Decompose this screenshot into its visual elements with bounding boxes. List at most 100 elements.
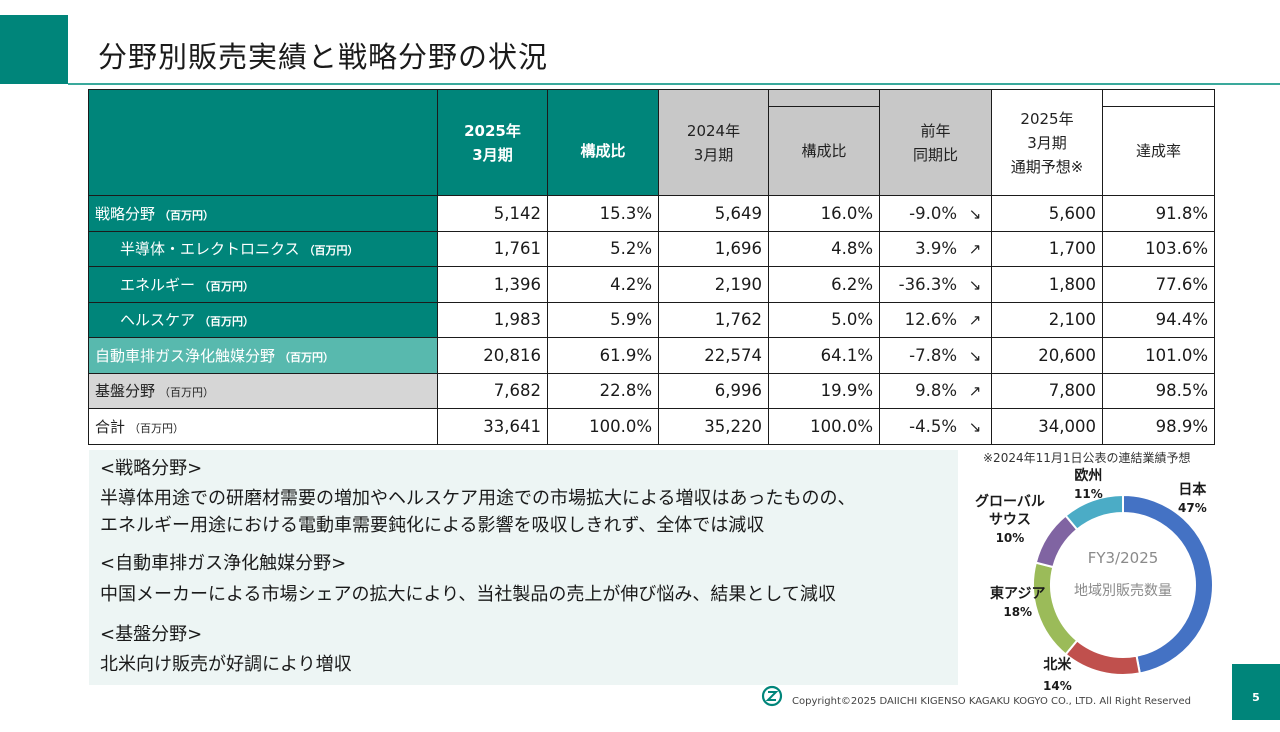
cell-achievement: 91.8% xyxy=(1102,195,1215,232)
row-unit: （百万円） xyxy=(159,386,215,400)
header-forecast-text: 2025年 3月期 通期予想※ xyxy=(1010,109,1084,176)
header-forecast: 2025年 3月期 通期予想※ xyxy=(991,89,1103,196)
donut-label-gs-line2: サウス xyxy=(988,512,1031,528)
table-row-base: 基盤分野 （百万円） 7,682 22.8% 6,996 19.9% 9.8% ↗ 7,800 9… xyxy=(88,372,1215,409)
row-label-text: 基盤分野 xyxy=(95,382,156,401)
row-label-text: エネルギー xyxy=(120,275,196,294)
cell-yoy: -4.5% ↘ xyxy=(879,408,992,445)
comment-strategic-line2: エネルギー用途における電動車需要鈍化による影響を吸収しきれず、全体では減収 xyxy=(100,515,765,536)
trend-up-icon: ↗ xyxy=(968,382,982,401)
row-label-text: 合計 xyxy=(95,417,126,436)
row-label-text: ヘルスケア xyxy=(120,311,196,330)
cell-yoy-value: -9.0% xyxy=(909,203,957,223)
cell-ratio2025: 15.3% xyxy=(547,195,659,232)
cell-yoy: -7.8% ↘ xyxy=(879,337,992,374)
row-unit: （百万円） xyxy=(303,244,359,258)
trend-up-icon: ↗ xyxy=(968,311,982,330)
cell-achievement: 98.5% xyxy=(1102,372,1215,409)
cell-achievement: 98.9% xyxy=(1102,408,1215,445)
page-number: 5 xyxy=(1232,664,1280,720)
cell-ratio2025: 5.2% xyxy=(547,230,659,267)
cell-ratio2025: 22.8% xyxy=(547,372,659,409)
forecast-note: ※2024年11月1日公表の連結業績予想 xyxy=(983,451,1191,465)
cell-fy2025: 33,641 xyxy=(437,408,548,445)
page-title: 分野別販売実績と戦略分野の状況 xyxy=(98,40,549,74)
row-unit: （百万円） xyxy=(279,350,335,364)
cell-forecast: 1,800 xyxy=(991,266,1103,303)
cell-yoy: 3.9% ↗ xyxy=(879,230,992,267)
header-yoy: 前年 同期比 xyxy=(879,89,992,196)
row-label: エネルギー （百万円） xyxy=(88,266,438,303)
cell-forecast: 1,700 xyxy=(991,230,1103,267)
cell-yoy: 9.8% ↗ xyxy=(879,372,992,409)
comment-heading-base: <基盤分野> xyxy=(100,624,203,645)
cell-fy2024: 6,996 xyxy=(658,372,769,409)
row-label-text: 戦略分野 xyxy=(95,204,156,223)
row-label: 半導体・エレクトロニクス （百万円） xyxy=(88,230,438,267)
table-row-energy: エネルギー （百万円） 1,396 4.2% 2,190 6.2% -36.3% ↘ 1,800… xyxy=(88,266,1215,303)
header-fy2025-text: 2025年 3月期 xyxy=(464,121,521,164)
cell-ratio2024: 100.0% xyxy=(768,408,880,445)
row-label: 戦略分野 （百万円） xyxy=(88,195,438,232)
header-yoy-text: 前年 同期比 xyxy=(912,121,958,164)
trend-down-icon: ↘ xyxy=(968,346,982,365)
donut-label-japan: 日本 47% xyxy=(1178,481,1207,517)
cell-yoy-value: -7.8% xyxy=(909,345,957,365)
row-unit: （百万円） xyxy=(199,315,255,329)
donut-label-globalsouth: グローバル サウス 10% xyxy=(975,493,1045,547)
copyright-text: Copyright©2025 DAIICHI KIGENSO KAGAKU KO… xyxy=(792,696,1191,707)
title-underline xyxy=(68,83,1280,85)
cell-achievement: 77.6% xyxy=(1102,266,1215,303)
header-blank xyxy=(88,89,438,196)
row-label: 合計 （百万円） xyxy=(88,408,438,445)
header-fy2025: 2025年 3月期 xyxy=(437,89,548,196)
cell-yoy-value: 3.9% xyxy=(915,239,957,259)
cell-ratio2025: 4.2% xyxy=(547,266,659,303)
cell-fy2024: 1,696 xyxy=(658,230,769,267)
donut-label-gs-line1: グローバル xyxy=(975,494,1045,510)
cell-ratio2024: 64.1% xyxy=(768,337,880,374)
commentary-box: <戦略分野> 半導体用途での研磨材需要の増加やヘルスケア用途での市場拡大による増… xyxy=(89,450,958,685)
region-donut-chart xyxy=(1032,493,1214,676)
header-achievement: 達成率 xyxy=(1102,106,1215,196)
donut-label-na-name: 北米 xyxy=(1043,657,1072,673)
cell-fy2025: 7,682 xyxy=(437,372,548,409)
cell-yoy-value: -4.5% xyxy=(909,416,957,436)
donut-label-eastasia-pct: 18% xyxy=(1003,605,1033,619)
cell-fy2024: 1,762 xyxy=(658,301,769,338)
cell-achievement: 94.4% xyxy=(1102,301,1215,338)
sales-table: 2025年 3月期 2024年 3月期 前年 同期比 2025年 3月期 通期予… xyxy=(88,89,1215,445)
company-logo-icon xyxy=(761,685,783,707)
header-fy2024: 2024年 3月期 xyxy=(658,89,769,196)
row-label-text: 自動車排ガス浄化触媒分野 xyxy=(95,346,276,365)
table-row-semiconductor: 半導体・エレクトロニクス （百万円） 1,761 5.2% 1,696 4.8% 3.9% ↗… xyxy=(88,230,1215,267)
cell-forecast: 5,600 xyxy=(991,195,1103,232)
cell-achievement: 101.0% xyxy=(1102,337,1215,374)
cell-fy2025: 5,142 xyxy=(437,195,548,232)
cell-fy2024: 22,574 xyxy=(658,337,769,374)
cell-ratio2024: 16.0% xyxy=(768,195,880,232)
trend-up-icon: ↗ xyxy=(968,240,982,259)
cell-yoy: -36.3% ↘ xyxy=(879,266,992,303)
donut-label-na: 北米 14% xyxy=(1043,656,1072,695)
cell-achievement: 103.6% xyxy=(1102,230,1215,267)
donut-label-eastasia: 東アジア 18% xyxy=(990,585,1045,621)
row-unit: （百万円） xyxy=(199,279,255,293)
cell-ratio2025: 61.9% xyxy=(547,337,659,374)
header-ratio2024-top xyxy=(768,89,880,107)
cell-fy2025: 1,396 xyxy=(437,266,548,303)
header-fy2024-text: 2024年 3月期 xyxy=(686,121,741,164)
header-ratio2025-top xyxy=(547,89,659,107)
donut-label-japan-name: 日本 xyxy=(1178,482,1207,498)
cell-forecast: 34,000 xyxy=(991,408,1103,445)
table-row-strategic: 戦略分野 （百万円） 5,142 15.3% 5,649 16.0% -9.0% ↘ 5,600… xyxy=(88,195,1215,232)
header-ach-top xyxy=(1102,89,1215,107)
trend-down-icon: ↘ xyxy=(968,275,982,294)
cell-ratio2024: 6.2% xyxy=(768,266,880,303)
comment-strategic-line1: 半導体用途での研磨材需要の増加やヘルスケア用途での市場拡大による増収はあったもの… xyxy=(100,488,856,509)
donut-label-europe: 欧州 11% xyxy=(1074,467,1103,503)
donut-segment-4 xyxy=(1064,493,1124,531)
comment-heading-strategic: <戦略分野> xyxy=(100,458,203,479)
header-ratio2024: 構成比 xyxy=(768,106,880,196)
trend-down-icon: ↘ xyxy=(968,204,982,223)
